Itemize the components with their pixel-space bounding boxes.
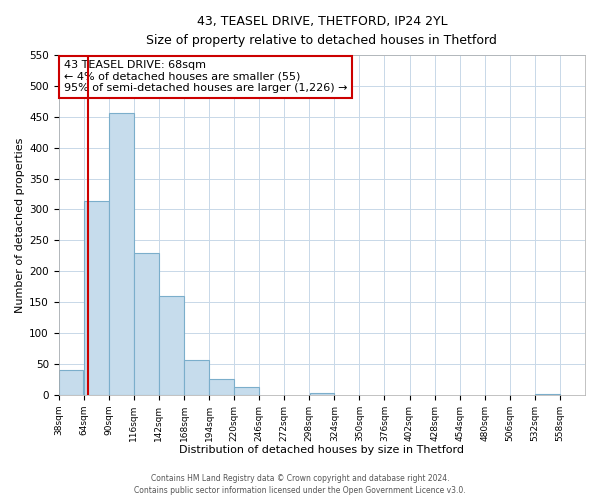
Bar (59, 370, 83, 394)
Text: 43 TEASEL DRIVE: 68sqm
← 4% of detached houses are smaller (55)
95% of semi-deta: 43 TEASEL DRIVE: 68sqm ← 4% of detached … (64, 60, 347, 94)
Bar (84, 202, 109, 394)
Y-axis label: Number of detached properties: Number of detached properties (15, 137, 25, 312)
Bar (134, 254, 158, 394)
Bar (184, 360, 209, 394)
Bar (235, 388, 259, 394)
Text: Contains HM Land Registry data © Crown copyright and database right 2024.
Contai: Contains HM Land Registry data © Crown c… (134, 474, 466, 495)
Bar (209, 378, 234, 394)
Bar (310, 393, 334, 394)
Bar (109, 112, 134, 394)
Bar (159, 296, 184, 394)
X-axis label: Distribution of detached houses by size in Thetford: Distribution of detached houses by size … (179, 445, 464, 455)
Title: 43, TEASEL DRIVE, THETFORD, IP24 2YL
Size of property relative to detached house: 43, TEASEL DRIVE, THETFORD, IP24 2YL Siz… (146, 15, 497, 47)
